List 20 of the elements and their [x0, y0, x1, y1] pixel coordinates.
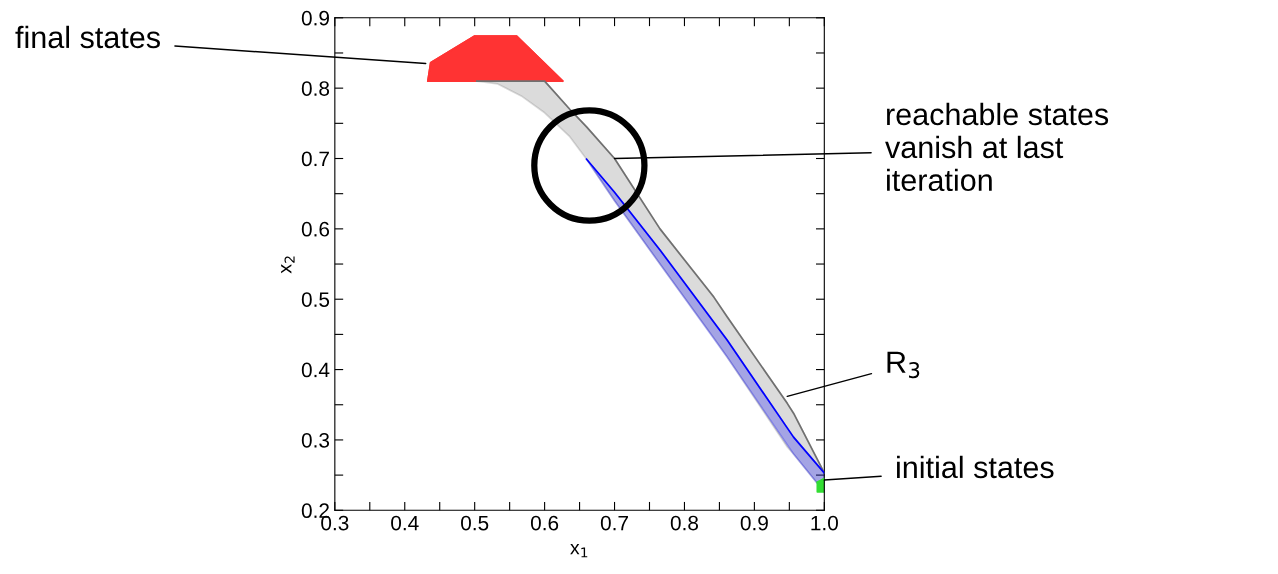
- x-tick-label: 0.8: [670, 515, 699, 531]
- annotation: R$_{3}$: [887, 351, 920, 379]
- x-tick-label: 0.4: [391, 515, 419, 531]
- y-tick-label: 0.3: [301, 432, 330, 448]
- y-tick-label: 0.4: [301, 362, 330, 378]
- x-tick-label: 0.9: [740, 515, 768, 531]
- y-tick-label: 0.7: [301, 151, 329, 167]
- annotation: final states: [15, 25, 160, 49]
- x-tick-label: 0.5: [461, 515, 489, 531]
- x-tick-label: 0.6: [530, 515, 559, 531]
- y-tick-label: 0.6: [301, 221, 330, 237]
- x-tick-label: 1.0: [811, 515, 838, 531]
- x-axis-title: x$_{1}$: [570, 543, 588, 558]
- y-tick-label: 0.9: [301, 10, 329, 26]
- x-tick-label: 0.7: [600, 515, 628, 531]
- y-tick-label: 0.5: [301, 292, 330, 307]
- y-axis-title: x$_{2}$: [281, 256, 295, 274]
- annotation: initial states: [897, 455, 1054, 479]
- y-tick-label: 0.8: [301, 81, 330, 96]
- annotation: reachable states vanish at last iteration: [885, 102, 1109, 192]
